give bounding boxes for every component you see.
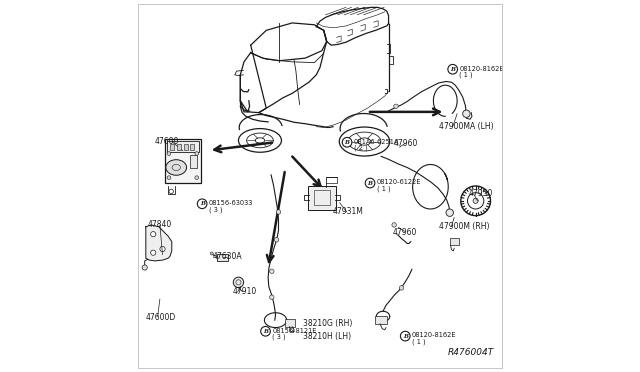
Circle shape xyxy=(160,246,165,251)
Text: 08120-8162E: 08120-8162E xyxy=(412,332,456,339)
Text: ( 3 ): ( 3 ) xyxy=(272,334,286,340)
Text: B: B xyxy=(403,334,408,339)
Bar xyxy=(285,320,295,327)
Text: 0B1A6-6251A: 0B1A6-6251A xyxy=(354,138,399,145)
Circle shape xyxy=(167,152,171,155)
Text: B: B xyxy=(450,67,455,72)
Circle shape xyxy=(195,176,198,180)
Circle shape xyxy=(394,104,398,109)
Circle shape xyxy=(269,269,274,273)
Text: 47600D: 47600D xyxy=(146,313,176,322)
Text: 47900M (RH): 47900M (RH) xyxy=(438,222,489,231)
Text: 08156-8121E: 08156-8121E xyxy=(272,327,317,334)
Text: 08120-6122E: 08120-6122E xyxy=(377,179,421,185)
Circle shape xyxy=(260,327,270,336)
Circle shape xyxy=(211,252,213,255)
Text: 47950: 47950 xyxy=(468,189,493,198)
Bar xyxy=(177,144,181,150)
Circle shape xyxy=(167,176,171,180)
Bar xyxy=(450,238,459,245)
Text: 47960: 47960 xyxy=(392,228,417,237)
Circle shape xyxy=(446,209,453,217)
Circle shape xyxy=(401,331,410,341)
Circle shape xyxy=(276,210,281,214)
Text: 08156-63033: 08156-63033 xyxy=(209,200,253,206)
Text: 38210H (LH): 38210H (LH) xyxy=(303,331,351,341)
Bar xyxy=(170,144,174,150)
Circle shape xyxy=(197,199,207,209)
Text: 47630A: 47630A xyxy=(212,252,242,261)
FancyBboxPatch shape xyxy=(164,139,201,183)
Circle shape xyxy=(463,110,470,118)
Text: R476004T: R476004T xyxy=(448,348,494,357)
Ellipse shape xyxy=(166,160,187,175)
Text: 47900MA (LH): 47900MA (LH) xyxy=(438,122,493,131)
Circle shape xyxy=(195,152,198,155)
Bar xyxy=(314,190,330,205)
Circle shape xyxy=(275,237,279,242)
Text: B: B xyxy=(344,140,349,145)
Circle shape xyxy=(399,286,404,290)
Text: 47840: 47840 xyxy=(148,221,172,230)
Text: ( 1 ): ( 1 ) xyxy=(377,186,390,192)
Text: 47600: 47600 xyxy=(155,137,179,146)
Bar xyxy=(184,144,188,150)
Polygon shape xyxy=(146,225,172,261)
Circle shape xyxy=(150,250,156,255)
Circle shape xyxy=(150,232,156,237)
Circle shape xyxy=(342,137,352,147)
Circle shape xyxy=(269,295,274,299)
Bar xyxy=(190,155,197,168)
Bar xyxy=(218,254,228,261)
Text: B: B xyxy=(367,180,372,186)
Circle shape xyxy=(448,64,458,74)
Circle shape xyxy=(392,223,396,227)
Text: B: B xyxy=(263,329,268,334)
Text: 08120-8162E: 08120-8162E xyxy=(460,65,504,71)
Bar xyxy=(375,316,387,324)
Text: ( 3 ): ( 3 ) xyxy=(209,206,223,213)
FancyBboxPatch shape xyxy=(308,186,335,210)
Text: 38210G (RH): 38210G (RH) xyxy=(303,319,353,328)
Text: 47960: 47960 xyxy=(394,139,419,148)
Bar xyxy=(167,141,198,152)
Bar xyxy=(191,144,194,150)
Text: 47910: 47910 xyxy=(233,287,257,296)
Text: 47931M: 47931M xyxy=(333,208,364,217)
Circle shape xyxy=(233,277,244,288)
Text: B: B xyxy=(200,201,205,206)
Circle shape xyxy=(365,178,375,188)
Text: ( 1 ): ( 1 ) xyxy=(412,339,426,345)
Circle shape xyxy=(473,198,478,203)
Text: ( 1 ): ( 1 ) xyxy=(460,72,473,78)
Circle shape xyxy=(142,265,147,270)
Text: ( 2 ): ( 2 ) xyxy=(354,145,367,151)
